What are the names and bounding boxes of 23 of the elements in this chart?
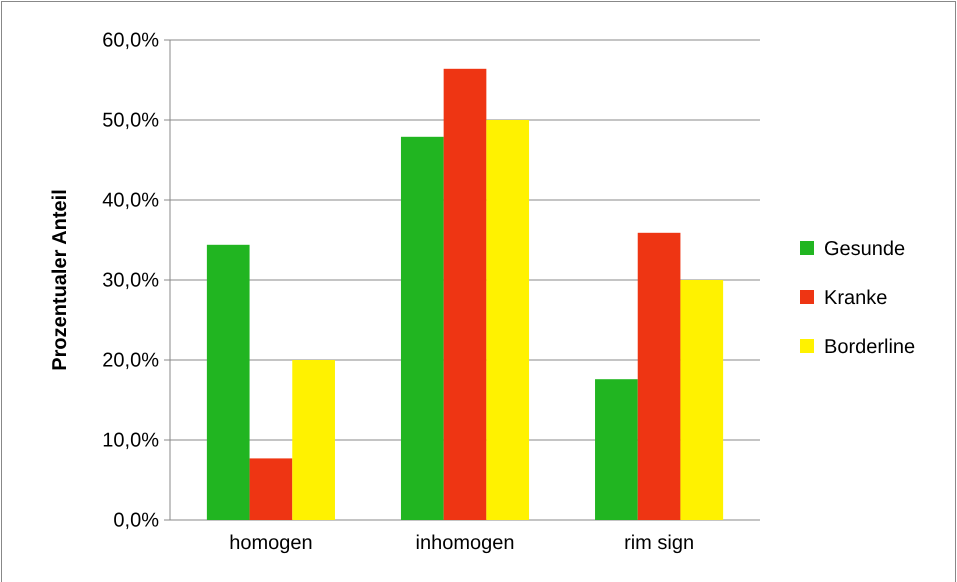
legend-label: Borderline xyxy=(824,336,916,358)
y-tick-label: 30,0% xyxy=(102,269,160,292)
bar xyxy=(292,360,335,520)
bar xyxy=(444,68,486,520)
bar xyxy=(206,244,250,520)
y-tick-label: 0,0% xyxy=(113,509,160,532)
y-tick-label: 60,0% xyxy=(102,29,160,52)
legend-label: Gesunde xyxy=(824,238,906,260)
y-tick-label: 50,0% xyxy=(102,109,160,132)
bar xyxy=(486,120,530,520)
x-tick-label: homogen xyxy=(229,532,313,554)
y-tick-label: 10,0% xyxy=(102,429,160,452)
x-tick-label: rim sign xyxy=(624,532,694,554)
y-axis-title: Prozentualer Anteil xyxy=(49,189,71,371)
bar xyxy=(400,136,444,520)
x-tick-label: inhomogen xyxy=(416,532,514,554)
y-tick-label: 40,0% xyxy=(102,189,160,212)
bar xyxy=(680,280,724,520)
bar xyxy=(250,458,292,520)
bar xyxy=(595,379,638,520)
y-tick-label: 20,0% xyxy=(102,349,160,372)
legend-label: Kranke xyxy=(824,287,888,309)
bar xyxy=(638,232,680,520)
